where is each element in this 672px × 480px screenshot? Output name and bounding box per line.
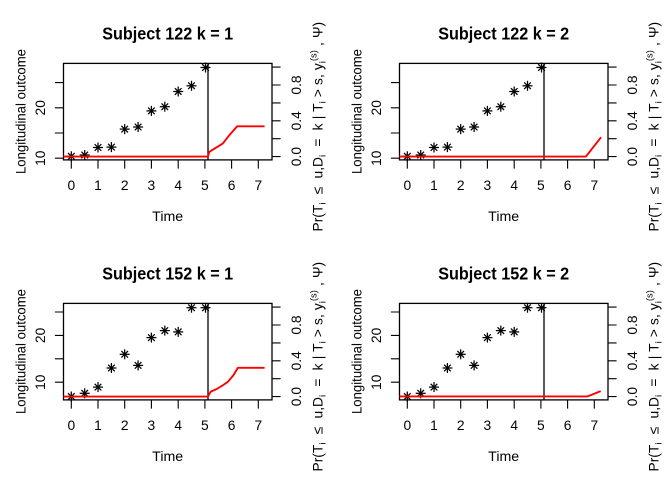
svg-text:5: 5: [201, 178, 209, 193]
svg-text:0.8: 0.8: [289, 75, 304, 95]
svg-text:Subject 152 k = 1: Subject 152 k = 1: [102, 264, 233, 284]
svg-text:10: 10: [33, 150, 48, 166]
svg-text:Longitudinal outcome: Longitudinal outcome: [14, 289, 29, 414]
svg-text:4: 4: [174, 418, 182, 433]
svg-text:Pr(Ti ≤ u,Di = k | Ti > s,: Pr(Ti ≤ u,Di = k | Ti > s, yi(s) , Ψ): [308, 262, 328, 472]
svg-text:3: 3: [148, 178, 156, 193]
svg-text:0.8: 0.8: [625, 315, 640, 335]
svg-text:0.4: 0.4: [625, 351, 640, 371]
svg-text:1: 1: [430, 178, 438, 193]
svg-text:10: 10: [369, 150, 384, 166]
svg-text:20: 20: [369, 327, 384, 343]
svg-text:Longitudinal outcome: Longitudinal outcome: [350, 49, 365, 174]
svg-text:0.0: 0.0: [289, 387, 304, 407]
svg-text:0.8: 0.8: [289, 315, 304, 335]
svg-text:Pr(Ti ≤ u,Di = k | Ti > s,: Pr(Ti ≤ u,Di = k | Ti > s, yi(s) , Ψ): [644, 262, 664, 472]
svg-text:Pr(Ti ≤ u,Di = k | Ti > s,: Pr(Ti ≤ u,Di = k | Ti > s, yi(s) , Ψ): [308, 22, 328, 232]
svg-text:5: 5: [537, 178, 545, 193]
svg-text:10: 10: [369, 374, 384, 390]
svg-text:Subject 122 k = 1: Subject 122 k = 1: [102, 24, 233, 44]
svg-text:0: 0: [67, 178, 75, 193]
svg-text:0: 0: [67, 418, 75, 433]
svg-text:7: 7: [590, 178, 598, 193]
svg-text:Subject 152 k = 2: Subject 152 k = 2: [438, 264, 569, 284]
svg-text:7: 7: [254, 418, 262, 433]
svg-text:7: 7: [590, 418, 598, 433]
svg-text:1: 1: [94, 418, 102, 433]
svg-text:Time: Time: [152, 449, 183, 464]
svg-text:2: 2: [457, 418, 465, 433]
svg-text:Time: Time: [152, 209, 183, 224]
svg-text:5: 5: [201, 418, 209, 433]
svg-text:5: 5: [537, 418, 545, 433]
svg-text:Longitudinal outcome: Longitudinal outcome: [14, 49, 29, 174]
svg-text:6: 6: [228, 418, 236, 433]
svg-text:0.8: 0.8: [625, 75, 640, 95]
svg-text:6: 6: [564, 178, 572, 193]
svg-text:4: 4: [510, 178, 518, 193]
svg-text:Time: Time: [488, 209, 519, 224]
svg-text:4: 4: [510, 418, 518, 433]
svg-text:3: 3: [484, 418, 492, 433]
svg-text:20: 20: [369, 100, 384, 116]
svg-text:0.0: 0.0: [625, 147, 640, 167]
svg-text:1: 1: [94, 178, 102, 193]
svg-text:0: 0: [403, 418, 411, 433]
svg-text:2: 2: [457, 178, 465, 193]
svg-text:3: 3: [484, 178, 492, 193]
svg-text:0: 0: [403, 178, 411, 193]
svg-text:2: 2: [121, 418, 129, 433]
svg-text:Pr(Ti ≤ u,Di = k | Ti > s,: Pr(Ti ≤ u,Di = k | Ti > s, yi(s) , Ψ): [644, 22, 664, 232]
svg-text:0.0: 0.0: [625, 387, 640, 407]
svg-text:10: 10: [33, 374, 48, 390]
svg-text:Longitudinal outcome: Longitudinal outcome: [350, 289, 365, 414]
svg-text:0.4: 0.4: [289, 351, 304, 371]
svg-text:6: 6: [228, 178, 236, 193]
svg-text:6: 6: [564, 418, 572, 433]
svg-text:Time: Time: [488, 449, 519, 464]
svg-text:2: 2: [121, 178, 129, 193]
svg-text:0.0: 0.0: [289, 147, 304, 167]
svg-text:0.4: 0.4: [625, 111, 640, 131]
svg-text:1: 1: [430, 418, 438, 433]
svg-text:7: 7: [254, 178, 262, 193]
svg-text:20: 20: [33, 100, 48, 116]
svg-text:3: 3: [148, 418, 156, 433]
svg-text:4: 4: [174, 178, 182, 193]
svg-text:0.4: 0.4: [289, 111, 304, 131]
svg-text:20: 20: [33, 327, 48, 343]
svg-text:Subject 122 k = 2: Subject 122 k = 2: [438, 24, 569, 44]
